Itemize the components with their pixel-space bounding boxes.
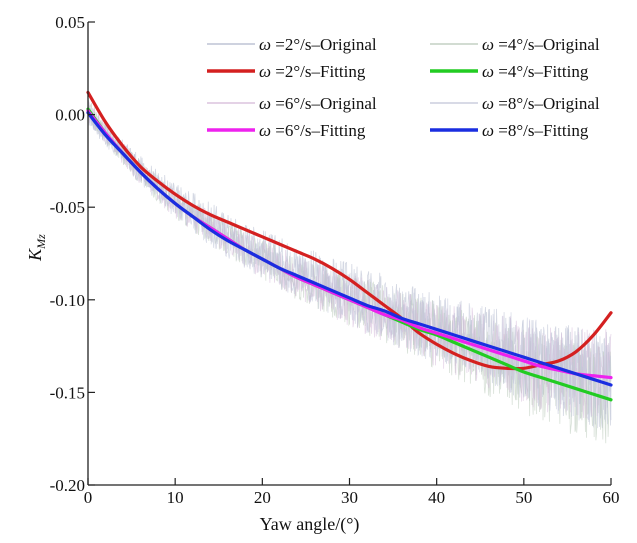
- y-tick-label: -0.10: [50, 291, 85, 310]
- legend-label-omega: ω: [259, 121, 271, 140]
- legend-label-text: =8°/s–Fitting: [494, 121, 589, 140]
- legend-label: ω =4°/s–Fitting: [482, 62, 589, 81]
- x-tick-label: 60: [603, 488, 620, 507]
- legend-label-text: =2°/s–Original: [271, 35, 377, 54]
- legend-entry: ω =4°/s–Original: [430, 35, 600, 54]
- y-axis-label: KMz: [25, 234, 48, 262]
- y-axis-label-subscript: Mz: [34, 234, 48, 250]
- legend-label: ω =4°/s–Original: [482, 35, 600, 54]
- series-original-4-line: [87, 100, 612, 444]
- legend-label-omega: ω: [482, 35, 494, 54]
- legend-label: ω =6°/s–Original: [259, 94, 377, 113]
- legend-label: ω =8°/s–Fitting: [482, 121, 589, 140]
- axes: 0 10 20 30 40 50 60 -0.20 -0.15 -0.10 -0.05 0.00 0.0…: [25, 13, 620, 535]
- series-fitting-line: [86, 111, 613, 387]
- legend-label: ω =8°/s–Original: [482, 94, 600, 113]
- y-tick-label: 0.00: [55, 106, 85, 125]
- fitting-curves-layer: [86, 90, 613, 402]
- x-tick-label: 20: [254, 488, 271, 507]
- series-fitting-line: [86, 90, 613, 371]
- legend-label-omega: ω: [259, 35, 271, 54]
- legend-entry: ω =8°/s–Original: [430, 94, 600, 113]
- legend-label-text: =6°/s–Original: [271, 94, 377, 113]
- x-tick-label: 30: [341, 488, 358, 507]
- legend-label-text: =4°/s–Fitting: [494, 62, 589, 81]
- x-tick-label: 10: [167, 488, 184, 507]
- legend-label-text: =2°/s–Fitting: [271, 62, 366, 81]
- legend-label-omega: ω: [259, 62, 271, 81]
- x-tick-label: 40: [428, 488, 445, 507]
- legend-entry: ω =4°/s–Fitting: [430, 62, 589, 81]
- y-tick-label: 0.05: [55, 13, 85, 32]
- x-axis-label: Yaw angle/(°): [260, 514, 360, 535]
- legend-label-text: =8°/s–Original: [494, 94, 600, 113]
- legend-entry: ω =8°/s–Fitting: [430, 121, 589, 140]
- y-tick-label: -0.05: [50, 198, 85, 217]
- legend-entry: ω =6°/s–Fitting: [207, 121, 366, 140]
- legend-label-omega: ω: [482, 121, 494, 140]
- y-tick-label: -0.20: [50, 476, 85, 495]
- y-axis-label-main: K: [25, 248, 45, 262]
- y-tick-label: -0.15: [50, 383, 85, 402]
- legend-entry: ω =2°/s–Fitting: [207, 62, 366, 81]
- legend-label-omega: ω: [482, 94, 494, 113]
- series-original-6-line: [87, 100, 612, 419]
- legend-label-text: =4°/s–Original: [494, 35, 600, 54]
- legend-label-text: =6°/s–Fitting: [271, 121, 366, 140]
- legend-label: ω =2°/s–Original: [259, 35, 377, 54]
- legend-label-omega: ω: [259, 94, 271, 113]
- legend-label: ω =6°/s–Fitting: [259, 121, 366, 140]
- legend-label-omega: ω: [482, 62, 494, 81]
- original-data-layer: [87, 100, 612, 444]
- x-tick-label: 0: [84, 488, 93, 507]
- legend-entry: ω =6°/s–Original: [207, 94, 377, 113]
- legend-label: ω =2°/s–Fitting: [259, 62, 366, 81]
- legend-entry: ω =2°/s–Original: [207, 35, 377, 54]
- x-tick-label: 50: [515, 488, 532, 507]
